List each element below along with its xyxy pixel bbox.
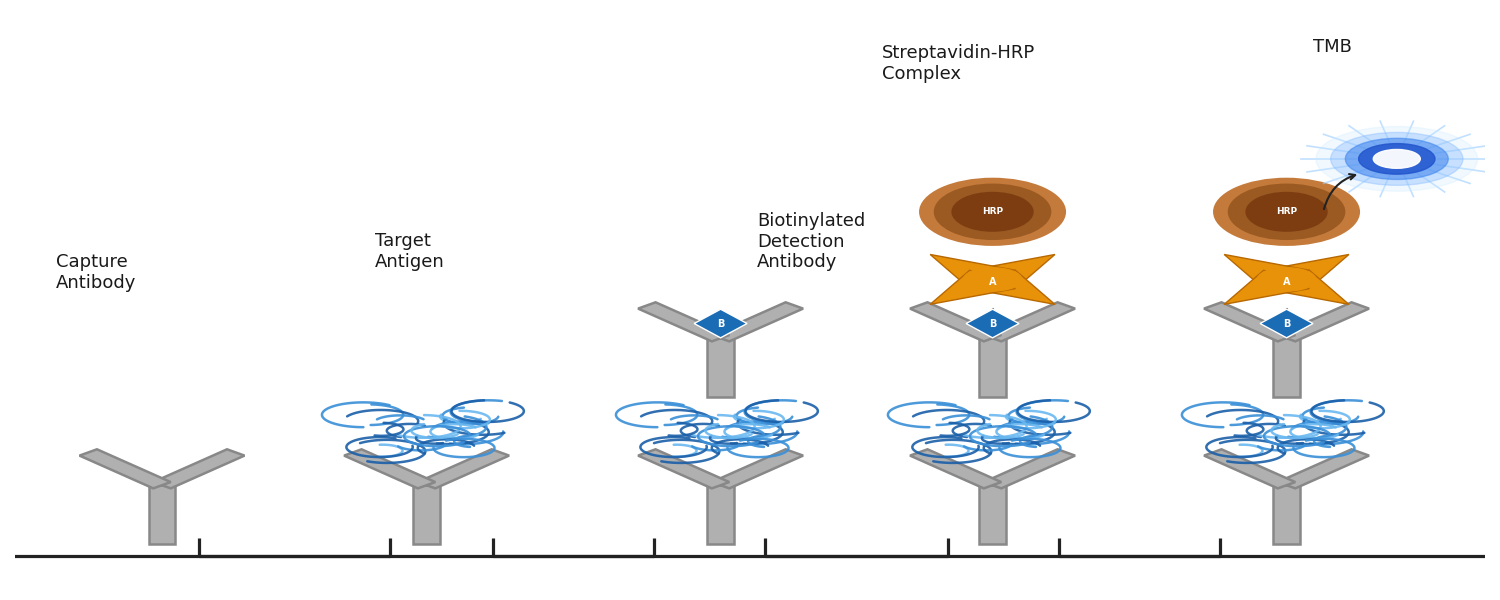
FancyBboxPatch shape xyxy=(980,485,1006,544)
Ellipse shape xyxy=(933,184,1052,240)
Text: Capture
Antibody: Capture Antibody xyxy=(56,253,136,292)
Circle shape xyxy=(1316,127,1478,191)
Circle shape xyxy=(1346,138,1448,179)
Polygon shape xyxy=(1224,270,1310,304)
Circle shape xyxy=(963,268,1022,291)
FancyBboxPatch shape xyxy=(980,338,1006,397)
Text: HRP: HRP xyxy=(1276,208,1298,216)
Text: B: B xyxy=(1282,319,1290,329)
Polygon shape xyxy=(1263,254,1348,289)
Polygon shape xyxy=(969,270,1054,304)
FancyBboxPatch shape xyxy=(414,485,440,544)
Text: B: B xyxy=(717,319,724,329)
FancyBboxPatch shape xyxy=(638,302,729,341)
FancyBboxPatch shape xyxy=(984,449,1076,488)
Ellipse shape xyxy=(1227,184,1346,240)
Circle shape xyxy=(1374,149,1420,168)
Polygon shape xyxy=(1260,309,1312,338)
Polygon shape xyxy=(1263,270,1348,304)
Polygon shape xyxy=(930,270,1016,304)
FancyBboxPatch shape xyxy=(1204,302,1296,341)
Ellipse shape xyxy=(1245,192,1328,232)
FancyBboxPatch shape xyxy=(1278,302,1370,341)
Text: TMB: TMB xyxy=(1312,38,1352,56)
FancyBboxPatch shape xyxy=(419,449,509,488)
Text: Biotinylated
Detection
Antibody: Biotinylated Detection Antibody xyxy=(758,212,865,271)
FancyBboxPatch shape xyxy=(708,338,734,397)
Ellipse shape xyxy=(951,192,1034,232)
Text: Target
Antigen: Target Antigen xyxy=(375,232,446,271)
Text: A: A xyxy=(988,277,996,287)
Text: B: B xyxy=(988,319,996,329)
Polygon shape xyxy=(969,254,1054,289)
FancyBboxPatch shape xyxy=(1274,338,1300,397)
FancyBboxPatch shape xyxy=(708,485,734,544)
FancyBboxPatch shape xyxy=(984,302,1076,341)
Circle shape xyxy=(1359,143,1436,174)
FancyBboxPatch shape xyxy=(712,449,803,488)
FancyBboxPatch shape xyxy=(910,449,1002,488)
Ellipse shape xyxy=(920,178,1066,246)
FancyBboxPatch shape xyxy=(153,449,244,488)
Polygon shape xyxy=(966,309,1018,338)
Text: HRP: HRP xyxy=(982,208,1004,216)
Polygon shape xyxy=(930,254,1016,289)
FancyBboxPatch shape xyxy=(148,485,176,544)
FancyBboxPatch shape xyxy=(712,302,803,341)
FancyBboxPatch shape xyxy=(1278,449,1370,488)
Text: Streptavidin-HRP
Complex: Streptavidin-HRP Complex xyxy=(882,44,1035,83)
FancyBboxPatch shape xyxy=(344,449,435,488)
Circle shape xyxy=(1330,133,1462,185)
Polygon shape xyxy=(694,309,747,338)
Ellipse shape xyxy=(1214,178,1360,246)
FancyBboxPatch shape xyxy=(1274,485,1300,544)
FancyBboxPatch shape xyxy=(80,449,171,488)
Text: A: A xyxy=(1282,277,1290,287)
FancyBboxPatch shape xyxy=(638,449,729,488)
FancyBboxPatch shape xyxy=(1204,449,1296,488)
Polygon shape xyxy=(1224,254,1310,289)
FancyBboxPatch shape xyxy=(910,302,1002,341)
Circle shape xyxy=(1257,268,1316,291)
